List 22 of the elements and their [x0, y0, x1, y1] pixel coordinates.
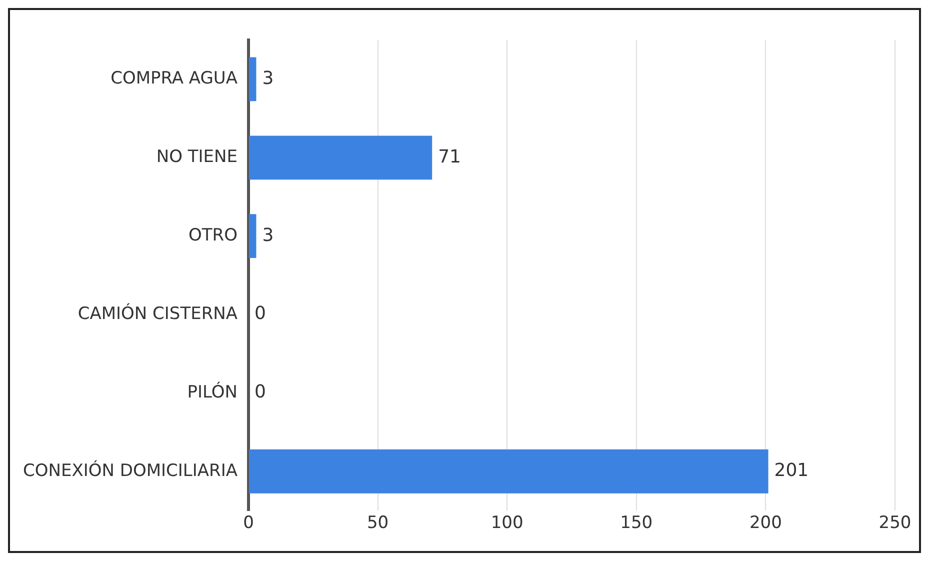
x-tick-label: 150	[620, 513, 653, 534]
x-tick-label: 0	[243, 513, 254, 534]
y-tick-label: COMPRA AGUA	[110, 68, 238, 89]
bar	[248, 214, 256, 258]
y-tick-label: CONEXIÓN DOMICILIARIA	[22, 460, 238, 481]
data-label: 3	[262, 224, 274, 246]
x-tick-label: 200	[749, 513, 782, 534]
bar	[248, 136, 432, 180]
x-tick-label: 50	[366, 513, 389, 534]
bar	[248, 57, 256, 102]
y-tick-label: CAMIÓN CISTERNA	[78, 302, 238, 324]
x-tick-label: 100	[490, 513, 524, 534]
data-label: 0	[254, 303, 266, 324]
data-label: 201	[774, 460, 809, 482]
x-tick-label: 250	[878, 513, 912, 534]
data-label: 3	[262, 68, 274, 89]
data-label: 0	[254, 382, 266, 403]
y-tick-label: NO TIENE	[156, 147, 238, 168]
bar	[248, 449, 768, 494]
data-label: 71	[438, 146, 461, 168]
y-tick-label: OTRO	[188, 226, 238, 246]
y-tick-label: PILÓN	[187, 381, 238, 402]
